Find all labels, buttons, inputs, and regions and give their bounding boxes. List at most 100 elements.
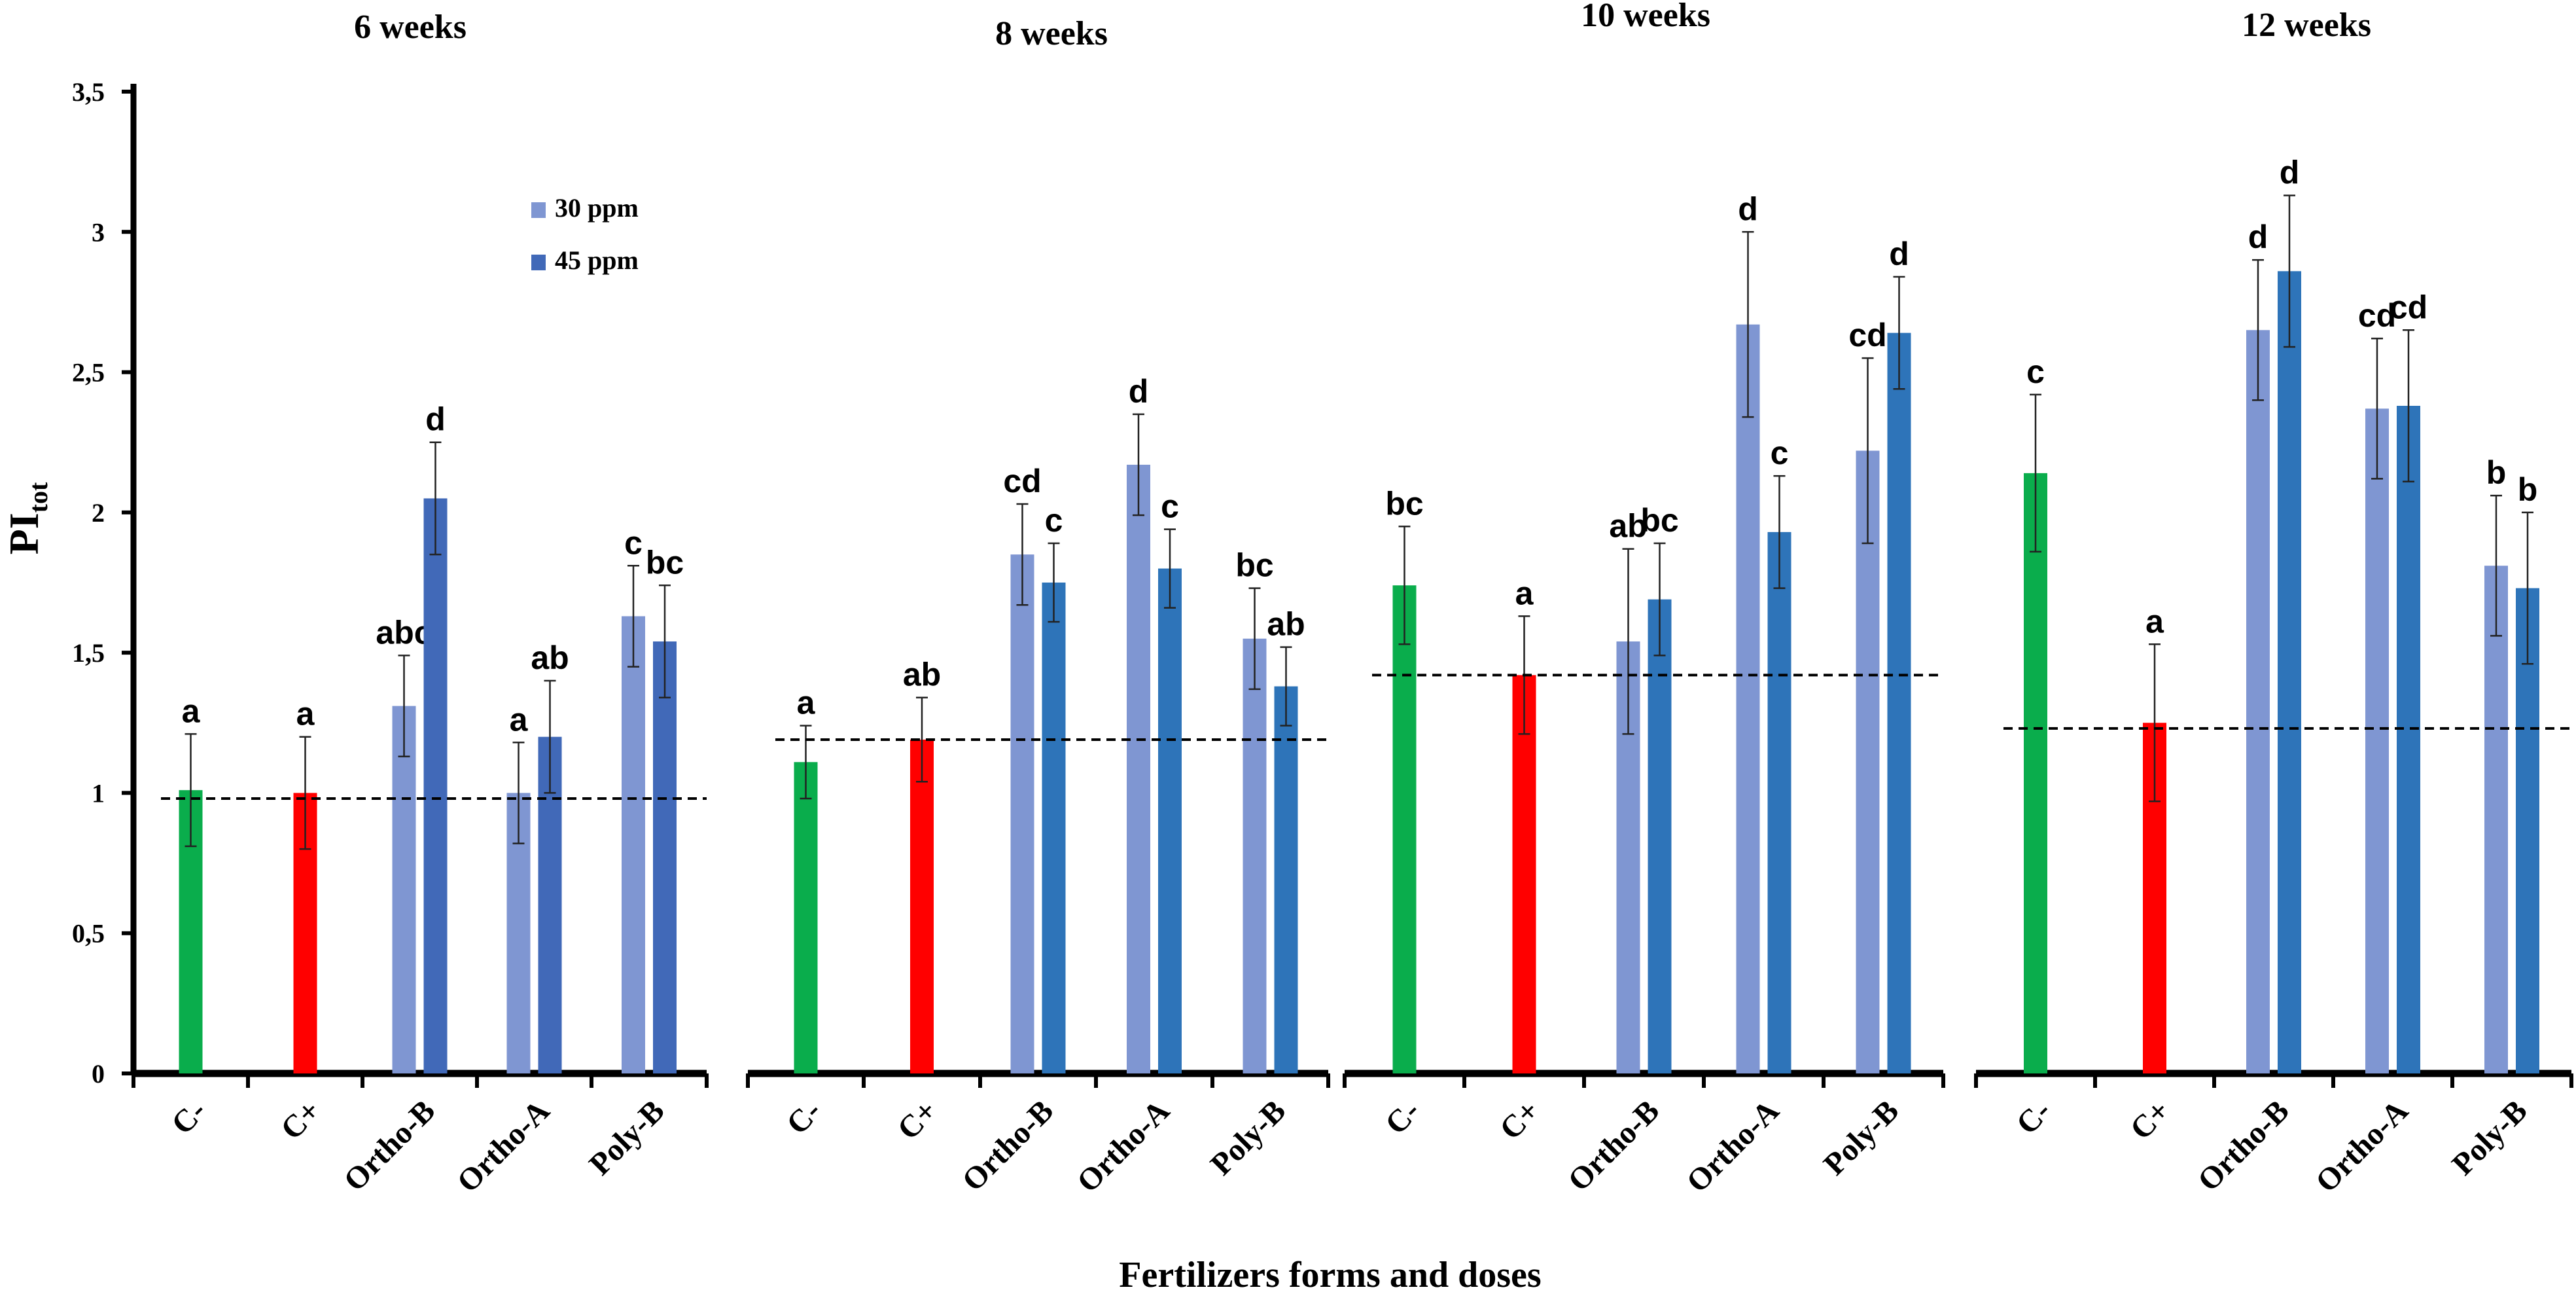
bar	[1158, 568, 1182, 1073]
bar	[2484, 566, 2508, 1073]
bar	[1010, 554, 1034, 1073]
y-axis-label-subscript: tot	[24, 482, 53, 513]
legend-label: 30 ppm	[555, 193, 639, 223]
significance-label: c	[624, 524, 643, 561]
y-tick-label: 0	[92, 1059, 105, 1089]
bar	[2516, 588, 2539, 1073]
category-label: C-	[2009, 1093, 2057, 1141]
significance-label: a	[296, 696, 315, 732]
bar	[1856, 450, 1880, 1073]
significance-label: bc	[1235, 547, 1273, 584]
panel-title: 8 weeks	[995, 15, 1108, 52]
bar	[794, 762, 818, 1073]
significance-label: a	[182, 693, 201, 729]
significance-label: a	[2145, 603, 2164, 639]
significance-label: d	[2248, 219, 2268, 255]
category-label: Poly-B	[1204, 1093, 1293, 1182]
y-tick-label: 1,5	[72, 638, 105, 668]
significance-label: cd	[1003, 463, 1041, 499]
category-label: C+	[1493, 1093, 1546, 1146]
significance-label: d	[1129, 373, 1149, 410]
bar	[2024, 473, 2047, 1073]
category-label: Ortho-B	[1561, 1093, 1666, 1198]
y-tick-label: 2	[92, 498, 105, 528]
bar	[1392, 585, 1417, 1073]
significance-label: d	[1738, 190, 1758, 227]
y-tick-label: 3	[92, 217, 105, 247]
significance-label: bc	[1385, 485, 1423, 522]
significance-label: c	[1045, 502, 1063, 539]
category-label: Ortho-B	[2191, 1093, 2296, 1198]
category-label: C-	[1379, 1093, 1426, 1141]
significance-label: c	[2026, 353, 2045, 390]
significance-label: cd	[2358, 297, 2396, 334]
category-label: Poly-B	[1817, 1093, 1906, 1182]
significance-label: cd	[2390, 289, 2427, 325]
significance-label: d	[425, 401, 446, 438]
panel-title: 6 weeks	[354, 9, 467, 46]
significance-label: bc	[1640, 502, 1678, 539]
bar	[622, 616, 645, 1073]
category-label: C+	[274, 1093, 327, 1146]
bar	[2278, 271, 2301, 1074]
legend-swatch	[531, 255, 546, 270]
bar	[2246, 330, 2270, 1074]
y-tick-label: 0,5	[72, 919, 105, 948]
legend-label: 45 ppm	[555, 245, 639, 275]
bar	[392, 706, 416, 1073]
category-label: Poly-B	[2445, 1093, 2534, 1182]
bar	[1274, 686, 1298, 1073]
bar	[653, 641, 677, 1073]
significance-label: b	[2486, 454, 2507, 491]
bar	[1243, 638, 1267, 1073]
category-label: C+	[891, 1093, 944, 1146]
y-tick-label: 3,5	[72, 77, 105, 107]
bar	[1042, 583, 1066, 1073]
significance-label: d	[2280, 154, 2300, 191]
significance-label: c	[1161, 488, 1179, 525]
bar	[910, 740, 934, 1073]
bar	[2365, 408, 2389, 1073]
significance-label: ab	[1267, 606, 1305, 643]
category-label: Ortho-A	[1680, 1093, 1786, 1199]
panel-title: 12 weeks	[2242, 7, 2371, 44]
significance-label: a	[1515, 575, 1534, 611]
y-axis-label-main: PI	[1, 513, 47, 554]
panel-title: 10 weeks	[1581, 0, 1710, 34]
y-tick-label: 2,5	[72, 358, 105, 387]
significance-label: bc	[646, 544, 684, 581]
significance-label: ab	[1609, 508, 1647, 545]
category-label: Ortho-B	[337, 1093, 442, 1198]
significance-label: b	[2518, 471, 2538, 508]
significance-label: a	[797, 685, 816, 721]
legend-swatch	[531, 202, 546, 218]
bar	[423, 498, 448, 1073]
significance-label: d	[1889, 236, 1909, 272]
bar	[2397, 406, 2420, 1073]
bar	[1887, 333, 1911, 1074]
plot-area: 00,511,522,533,56 weeksaC-aC+abcdOrtho-B…	[72, 0, 2573, 1199]
bar	[1127, 465, 1150, 1073]
y-axis-label: PItot	[1, 482, 53, 554]
significance-label: a	[510, 701, 529, 738]
significance-label: ab	[531, 639, 569, 676]
category-label: Ortho-A	[2309, 1093, 2415, 1199]
bar	[1512, 675, 1536, 1073]
bar	[1767, 531, 1791, 1073]
bar	[1736, 324, 1760, 1073]
x-axis-title: Fertilizers forms and doses	[1119, 1255, 1541, 1295]
category-label: Ortho-A	[450, 1093, 556, 1199]
category-label: C+	[2123, 1093, 2176, 1146]
category-label: Poly-B	[582, 1093, 671, 1182]
significance-label: ab	[903, 657, 941, 693]
significance-label: c	[1771, 435, 1789, 471]
category-label: C-	[780, 1093, 828, 1141]
y-tick-label: 1	[92, 778, 105, 808]
category-label: Ortho-A	[1070, 1093, 1176, 1199]
bar	[1648, 599, 1672, 1073]
significance-label: abc	[376, 614, 432, 651]
significance-label: cd	[1848, 317, 1886, 353]
category-label: Ortho-B	[955, 1093, 1060, 1198]
category-label: C-	[165, 1093, 213, 1141]
